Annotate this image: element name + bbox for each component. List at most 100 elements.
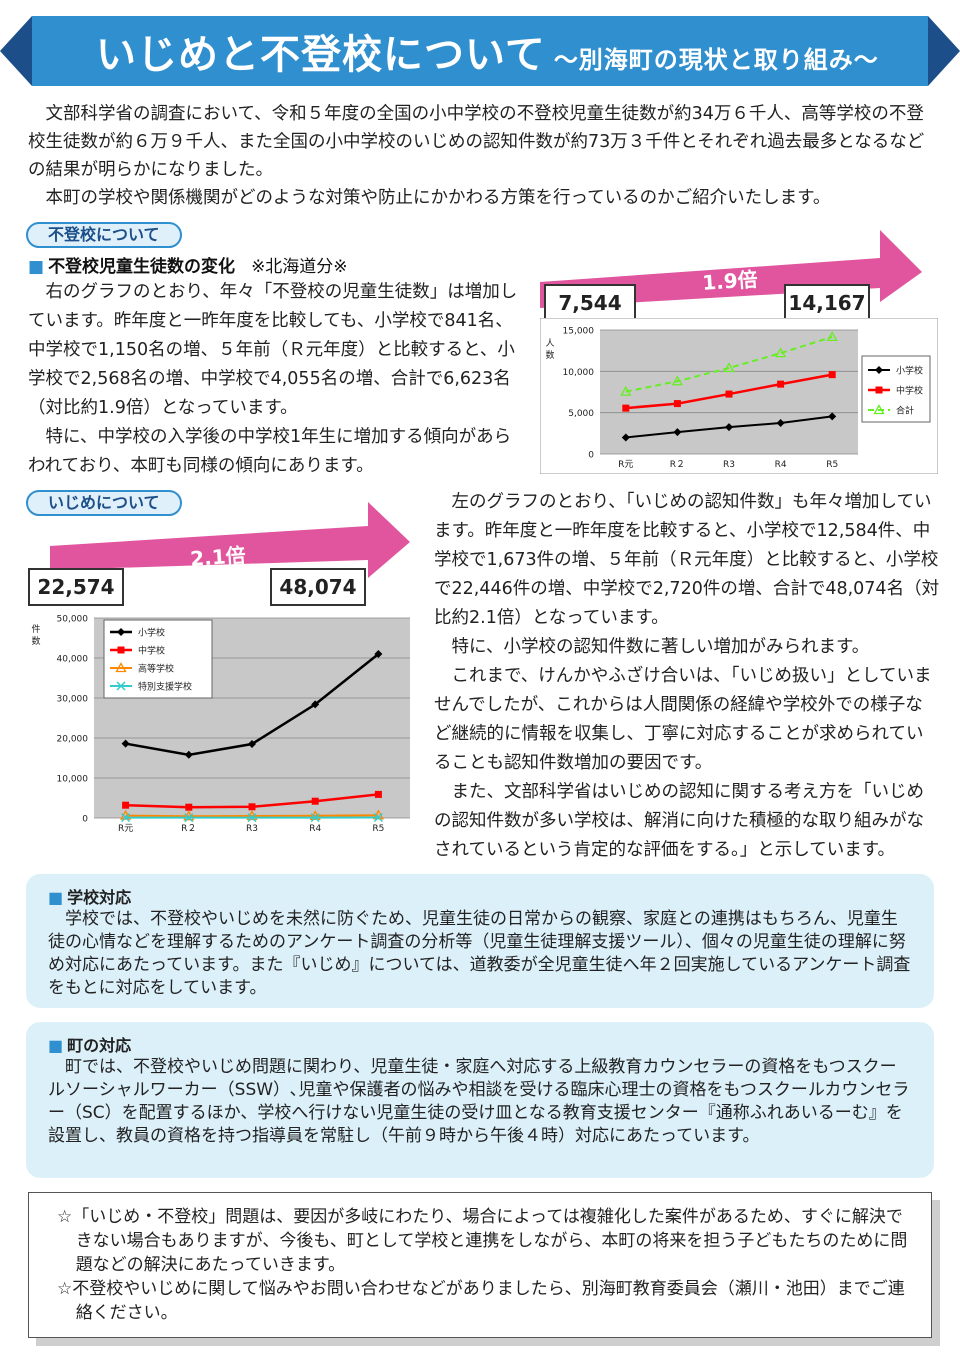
y-tick-label: 50,000 bbox=[57, 615, 89, 625]
ijime-section-pill: いじめについて bbox=[26, 490, 182, 516]
page-title: いじめと不登校について 〜別海町の現状と取り組み〜 bbox=[96, 22, 879, 80]
data-point-中学校 bbox=[777, 380, 785, 388]
ijime-start-value: 22,574 bbox=[28, 568, 124, 606]
x-tick-label: R２ bbox=[670, 460, 685, 470]
series-line-高等学校 bbox=[125, 814, 379, 818]
legend-marker bbox=[875, 386, 883, 394]
legend-marker bbox=[117, 646, 125, 654]
data-point-小学校 bbox=[374, 650, 383, 658]
data-point-小学校 bbox=[725, 423, 733, 432]
legend-entry: 合計 bbox=[896, 405, 914, 417]
legend-marker bbox=[117, 628, 125, 636]
data-point-合計 bbox=[723, 362, 735, 373]
legend-marker bbox=[873, 404, 885, 415]
school-response-box: ■ 学校対応 学校では、不登校やいじめを未然に防ぐため、児童生徒の日常からの観察、… bbox=[26, 874, 934, 1008]
y-tick-label: 15,000 bbox=[563, 327, 595, 337]
y-tick-label: 30,000 bbox=[57, 695, 89, 705]
y-tick-label: 10,000 bbox=[563, 368, 595, 378]
data-point-中学校 bbox=[185, 803, 193, 811]
x-tick-label: R元 bbox=[118, 824, 133, 834]
x-tick-label: R3 bbox=[246, 824, 258, 834]
data-point-小学校 bbox=[311, 700, 320, 709]
data-point-小学校 bbox=[184, 750, 193, 759]
futoko-paragraph-2: 特に、中学校の入学後の中学校1年生に増加する傾向があらわれており、本町も同様の傾… bbox=[28, 427, 512, 476]
futoko-end-value: 14,167 bbox=[784, 284, 870, 322]
y-tick-label: 40,000 bbox=[57, 655, 89, 665]
ijime-line-chart: 0 10,000 20,000 30,000 40,000 50,000 R元 R２ R3 R4 R… bbox=[26, 608, 420, 846]
data-point-小学校 bbox=[828, 412, 837, 421]
ijime-arrow-label: 2.1倍 bbox=[189, 543, 246, 571]
data-point-中学校 bbox=[622, 404, 630, 412]
x-tick-label: R3 bbox=[723, 460, 735, 470]
legend-entry: 高等学校 bbox=[138, 663, 174, 675]
square-bullet-icon: ■ bbox=[28, 257, 45, 277]
data-point-小学校 bbox=[121, 739, 130, 748]
y-tick-label: 0 bbox=[82, 815, 88, 825]
title-text: いじめと不登校について bbox=[96, 32, 546, 78]
futoko-start-value: 7,544 bbox=[544, 284, 636, 322]
square-bullet-icon: ■ bbox=[48, 888, 64, 907]
ijime-paragraph-2: 特に、小学校の認知件数に著しい増加がみられます。 bbox=[451, 637, 870, 657]
data-point-中学校 bbox=[725, 390, 733, 398]
data-point-特別支援学校 bbox=[373, 812, 383, 823]
y-axis-label: 件 bbox=[31, 623, 40, 635]
legend-entry: 小学校 bbox=[896, 365, 923, 377]
futoko-subheading: ■ 不登校児童生徒数の変化 ※北海道分※ bbox=[28, 252, 348, 277]
x-tick-label: R5 bbox=[372, 824, 384, 834]
school-response-heading-text: 学校対応 bbox=[67, 888, 132, 907]
data-point-小学校 bbox=[248, 740, 256, 748]
x-tick-label: R4 bbox=[775, 460, 787, 470]
legend-entry: 特別支援学校 bbox=[138, 681, 192, 693]
data-point-中学校 bbox=[673, 400, 681, 408]
closing-paragraph-2: ☆不登校やいじめに関して悩みやお問い合わせなどがありましたら、別海町教育委員会（… bbox=[57, 1279, 905, 1323]
town-response-box: ■ 町の対応 町では、不登校やいじめ問題に関わり、児童生徒・家庭へ対応する上級教育… bbox=[26, 1022, 934, 1178]
legend-entry: 小学校 bbox=[138, 627, 165, 639]
school-response-heading: ■ 学校対応 bbox=[48, 884, 912, 908]
data-point-小学校 bbox=[621, 433, 630, 442]
banner-background bbox=[32, 16, 928, 86]
intro-paragraph-1: 文部科学省の調査において、令和５年度の全国の小中学校の不登校児童生徒数が約34万… bbox=[28, 104, 925, 180]
data-point-中学校 bbox=[122, 801, 130, 809]
futoko-subheading-note: ※北海道分※ bbox=[251, 257, 348, 277]
data-point-合計 bbox=[620, 385, 632, 396]
banner-fold-left bbox=[0, 16, 32, 86]
data-point-小学校 bbox=[776, 419, 785, 427]
closing-paragraph-1: ☆「いじめ・不登校」問題は、要因が多岐にわたり、場合によっては複雑化した案件があ… bbox=[57, 1207, 908, 1275]
futoko-arrow-label: 1.9倍 bbox=[701, 267, 758, 295]
legend-entry: 中学校 bbox=[138, 645, 165, 657]
intro-section: 文部科学省の調査において、令和５年度の全国の小中学校の不登校児童生徒数が約34万… bbox=[28, 100, 938, 212]
town-response-heading: ■ 町の対応 bbox=[48, 1032, 912, 1056]
ijime-end-value: 48,074 bbox=[270, 568, 366, 606]
x-tick-label: R２ bbox=[181, 824, 196, 834]
ijime-paragraph-1: 左のグラフのとおり、「いじめの認知件数」も年々増加しています。昨年度と一昨年度を… bbox=[434, 492, 940, 628]
intro-paragraph-2: 本町の学校や関係機関がどのような対策や防止にかかわる方策を行っているのかご紹介い… bbox=[45, 188, 831, 208]
futoko-paragraph-1: 右のグラフのとおり、年々「不登校の児童生徒数」は増加しています。昨年度と一昨年度… bbox=[28, 282, 518, 418]
data-point-中学校 bbox=[248, 803, 256, 811]
y-axis-label: 人 bbox=[545, 338, 554, 349]
square-bullet-icon: ■ bbox=[48, 1036, 64, 1055]
futoko-section-pill: 不登校について bbox=[26, 222, 182, 248]
y-tick-label: 20,000 bbox=[57, 735, 89, 745]
ijime-arrow-shape bbox=[50, 502, 410, 578]
futoko-text: 右のグラフのとおり、年々「不登校の児童生徒数」は増加しています。昨年度と一昨年度… bbox=[28, 278, 528, 481]
ijime-text: 左のグラフのとおり、「いじめの認知件数」も年々増加しています。昨年度と一昨年度を… bbox=[434, 488, 940, 865]
data-point-特別支援学校 bbox=[121, 813, 131, 823]
subtitle-text: 〜別海町の現状と取り組み〜 bbox=[553, 46, 879, 74]
data-point-中学校 bbox=[311, 797, 319, 805]
legend-marker bbox=[115, 662, 127, 673]
legend-marker bbox=[875, 366, 883, 374]
legend-entry: 中学校 bbox=[896, 385, 923, 397]
header-banner: いじめと不登校について 〜別海町の現状と取り組み〜 bbox=[0, 0, 960, 98]
y-axis-label: 数 bbox=[31, 635, 40, 647]
data-point-特別支援学校 bbox=[247, 813, 257, 823]
town-response-body: 町では、不登校やいじめ問題に関わり、児童生徒・家庭へ対応する上級教育カウンセラー… bbox=[48, 1057, 910, 1146]
futoko-subheading-text: 不登校児童生徒数の変化 bbox=[48, 257, 236, 277]
banner-fold-right bbox=[928, 16, 960, 86]
data-point-合計 bbox=[671, 375, 684, 386]
data-point-合計 bbox=[826, 331, 838, 342]
y-tick-label: 10,000 bbox=[57, 775, 89, 785]
school-response-body: 学校では、不登校やいじめを未然に防ぐため、児童生徒の日常からの観察、家庭との連携… bbox=[48, 909, 911, 998]
ijime-paragraph-3: これまで、けんかやふざけ合いは、「いじめ扱い」としていませんでしたが、これからは… bbox=[434, 666, 932, 773]
data-point-中学校 bbox=[828, 371, 836, 379]
